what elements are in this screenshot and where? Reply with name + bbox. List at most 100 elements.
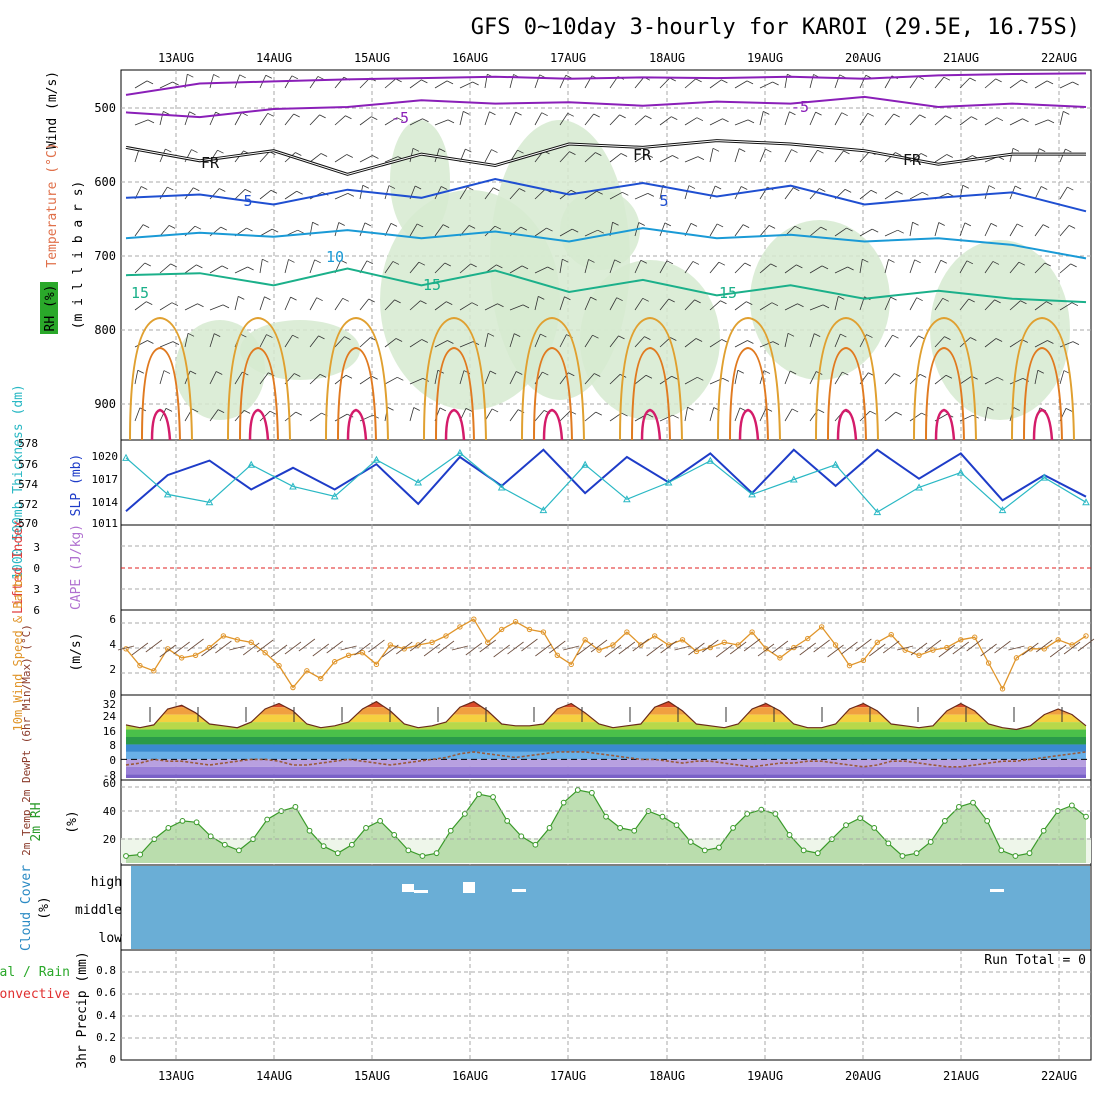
wind-barb <box>459 263 471 274</box>
wind-barb <box>884 334 893 348</box>
wind10-barb <box>354 642 371 656</box>
wind10-barb <box>1036 639 1053 653</box>
wind10-marker <box>151 668 157 674</box>
wind-barb <box>296 190 303 195</box>
wind10-barb <box>646 643 663 657</box>
wind-barb <box>1044 262 1051 267</box>
wind10-marker <box>443 633 449 639</box>
wind-barb <box>414 185 422 190</box>
wind-barb <box>209 188 220 200</box>
wind-barb <box>622 191 629 196</box>
wind-barb <box>371 375 378 380</box>
wind-barb <box>390 222 398 227</box>
wind-barb <box>1042 224 1050 228</box>
wind-barb <box>159 225 170 237</box>
wind-barb <box>184 264 197 274</box>
wind-barb <box>459 111 464 126</box>
wind-barb <box>463 111 470 115</box>
wind-barb <box>763 111 770 115</box>
wind-barb <box>809 371 817 385</box>
wind-barb <box>534 74 541 89</box>
wind-barb <box>584 113 595 126</box>
wind10-barb <box>924 639 942 653</box>
wind10-marker <box>624 629 630 635</box>
rh-marker <box>913 850 920 857</box>
wind10-barb <box>437 640 455 654</box>
wind10-marker <box>471 616 477 622</box>
wind10-barb <box>771 640 789 654</box>
wind10-barb <box>1049 644 1067 658</box>
wind-barb <box>267 112 274 117</box>
date-label-top: 19AUG <box>747 51 783 65</box>
rh-marker <box>490 794 496 800</box>
wind-barb <box>309 76 319 89</box>
wind-barb <box>919 373 927 378</box>
thickness-marker <box>163 490 172 498</box>
rh-marker <box>405 847 412 854</box>
temp-band <box>126 701 1086 708</box>
wind-barb <box>294 373 301 377</box>
wind-barb <box>1067 186 1074 191</box>
date-label-bottom: 22AUG <box>1041 1069 1077 1083</box>
lifted-tick: 3 <box>33 541 40 554</box>
freeze-contour-core <box>125 140 1086 175</box>
wind-barb <box>534 296 539 311</box>
wind-barb <box>491 408 499 413</box>
wind-barb <box>859 259 863 274</box>
wind10-barb <box>688 642 705 656</box>
wind-barb <box>384 299 395 311</box>
thickness-marker <box>247 460 256 468</box>
wind-barb <box>969 77 976 82</box>
thickness-marker <box>539 506 548 514</box>
wind-barb <box>259 228 273 237</box>
temp2m-tick: 0 <box>109 754 116 767</box>
wind-barb <box>384 78 396 89</box>
rh-marker <box>348 841 355 848</box>
wind-barb <box>259 296 265 311</box>
wind-barb <box>934 336 945 348</box>
wind-barb <box>366 260 374 265</box>
rh-marker <box>320 843 327 850</box>
wind-barb <box>734 224 744 237</box>
wind-barb <box>945 115 952 120</box>
wind-barb <box>642 297 649 302</box>
rh-marker <box>941 817 948 824</box>
lifted-tick: 6 <box>33 604 40 617</box>
wind-barb <box>1009 261 1020 274</box>
wind-barb <box>645 374 653 379</box>
wind-barb <box>934 154 948 163</box>
temp-contour-warm <box>325 316 389 441</box>
wind-barb <box>439 148 446 153</box>
wind-barb <box>334 413 348 422</box>
wind-barb <box>834 266 848 274</box>
wind-barb <box>209 265 223 274</box>
wind-barb <box>787 332 795 337</box>
wind10-marker <box>262 650 268 656</box>
wind-barb <box>834 112 843 126</box>
wind-barb <box>387 406 394 411</box>
wind-barb <box>784 408 793 422</box>
wind10-barb <box>660 640 677 654</box>
wind-barb <box>517 149 524 154</box>
wind-barb <box>734 119 749 126</box>
wind-barb <box>1059 81 1073 89</box>
wind-barb <box>534 189 546 200</box>
wind-barb <box>521 265 529 270</box>
wind-barb <box>1034 119 1049 126</box>
temp-contour-warm <box>337 346 377 441</box>
wind-barb <box>759 225 770 237</box>
rh-blob <box>930 240 1070 420</box>
wind-barb <box>187 332 195 337</box>
wind10-barb <box>270 644 288 658</box>
wind-barb <box>859 228 873 237</box>
wind-barb <box>841 112 848 117</box>
wind10-marker <box>331 659 338 665</box>
wind-barb <box>934 222 940 237</box>
wind-barb <box>990 222 998 227</box>
wind-barb <box>720 300 727 305</box>
rh-marker <box>377 817 384 824</box>
wind-barb <box>722 378 730 382</box>
wind-barb <box>919 114 926 119</box>
wind-barb <box>447 119 455 124</box>
cloud-level-middle: middle <box>75 903 122 918</box>
